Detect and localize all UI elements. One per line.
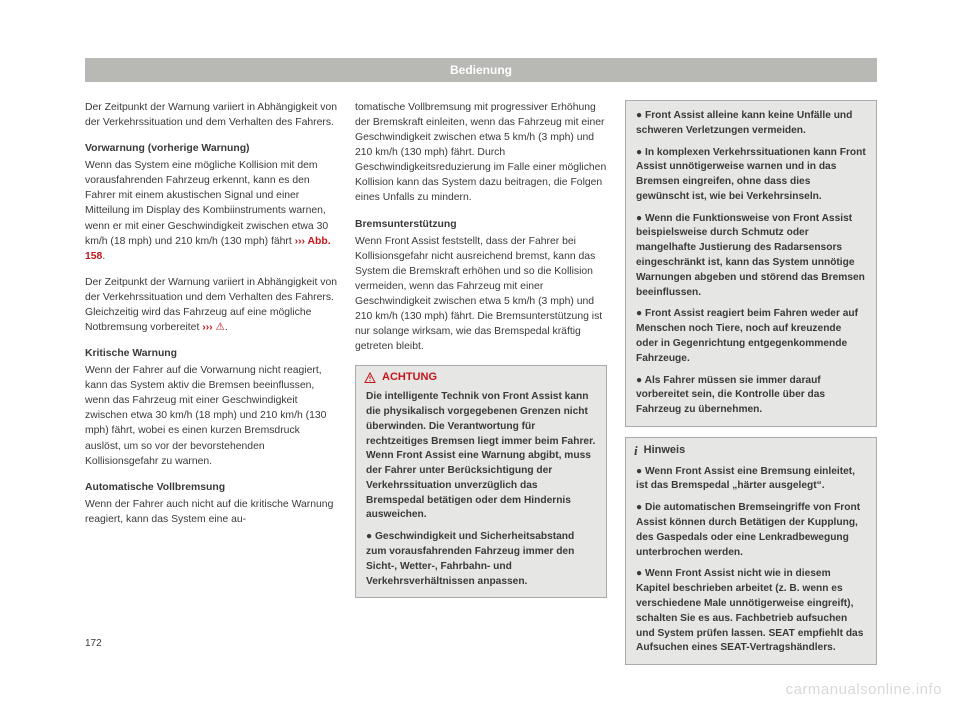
warning-label: ACHTUNG bbox=[382, 370, 437, 386]
warning-item: ● Wenn die Funktionsweise von Front Assi… bbox=[636, 212, 866, 301]
section-header: Bedienung bbox=[85, 58, 877, 82]
column-3: ● Front Assist alleine kann keine Unfäll… bbox=[625, 100, 877, 665]
body-text: tomatische Vollbremsung mit progressiver… bbox=[355, 100, 607, 206]
body-text: Wenn das System eine mögliche Kollision … bbox=[85, 158, 337, 264]
column-1: Der Zeitpunkt der Warnung variiert in Ab… bbox=[85, 100, 337, 665]
reference-arrows: ››› bbox=[202, 322, 215, 333]
warning-item: ● Als Fahrer müssen sie immer darauf vor… bbox=[636, 374, 866, 418]
text-columns: Der Zeitpunkt der Warnung variiert in Ab… bbox=[85, 100, 877, 665]
warning-item: ● Front Assist reagiert beim Fahren wede… bbox=[636, 307, 866, 366]
warning-box-body: Die intelligente Technik von Front Assis… bbox=[356, 388, 606, 597]
note-box-body: ● Wenn Front Assist eine Bremsung einlei… bbox=[626, 463, 876, 664]
warning-box: ACHTUNG Die intelligente Technik von Fro… bbox=[355, 365, 607, 598]
body-text-span: . bbox=[225, 322, 228, 333]
page-number: 172 bbox=[85, 638, 102, 649]
subheading: Bremsunterstützung bbox=[355, 217, 607, 232]
note-item: ● Wenn Front Assist nicht wie in diesem … bbox=[636, 567, 866, 656]
warning-box-continued: ● Front Assist alleine kann keine Unfäll… bbox=[625, 100, 877, 427]
note-box: i Hinweis ● Wenn Front Assist eine Brems… bbox=[625, 437, 877, 665]
info-icon: i bbox=[634, 442, 638, 461]
subheading: Automatische Vollbremsung bbox=[85, 480, 337, 495]
warning-box-header: ACHTUNG bbox=[356, 366, 606, 388]
body-text-span: Wenn das System eine mögliche Kollision … bbox=[85, 160, 328, 246]
body-text: Der Zeitpunkt der Warnung variiert in Ab… bbox=[85, 100, 337, 130]
manual-page: Bedienung Der Zeitpunkt der Warnung vari… bbox=[85, 58, 877, 665]
body-text: Wenn Front Assist feststellt, dass der F… bbox=[355, 234, 607, 355]
subheading: Vorwarnung (vorherige Warnung) bbox=[85, 141, 337, 156]
watermark: carmanualsonline.info bbox=[786, 681, 942, 698]
warning-item: Die intelligente Technik von Front Assis… bbox=[366, 390, 596, 523]
note-label: Hinweis bbox=[644, 443, 686, 459]
note-item: ● Die automatischen Bremseingriffe von F… bbox=[636, 501, 866, 560]
body-text: Wenn der Fahrer auch nicht auf die kriti… bbox=[85, 497, 337, 527]
warning-triangle-icon bbox=[364, 372, 376, 384]
body-text: Wenn der Fahrer auf die Vorwarnung nicht… bbox=[85, 363, 337, 469]
note-item: ● Wenn Front Assist eine Bremsung einlei… bbox=[636, 465, 866, 495]
reference-arrows: ››› bbox=[295, 236, 305, 247]
warning-box-body: ● Front Assist alleine kann keine Unfäll… bbox=[626, 101, 876, 426]
subheading: Kritische Warnung bbox=[85, 346, 337, 361]
warning-triangle-icon: ⚠ bbox=[216, 322, 225, 333]
body-text-span: . bbox=[102, 251, 105, 262]
note-box-header: i Hinweis bbox=[626, 438, 876, 463]
warning-item: ● Geschwindigkeit und Sicherheitsabstand… bbox=[366, 530, 596, 589]
warning-item: ● Front Assist alleine kann keine Unfäll… bbox=[636, 109, 866, 139]
section-title: Bedienung bbox=[450, 63, 512, 77]
warning-item: ● In komplexen Verkehrssituationen kann … bbox=[636, 146, 866, 205]
body-text: Der Zeitpunkt der Warnung variiert in Ab… bbox=[85, 275, 337, 335]
column-2: tomatische Vollbremsung mit progressiver… bbox=[355, 100, 607, 665]
